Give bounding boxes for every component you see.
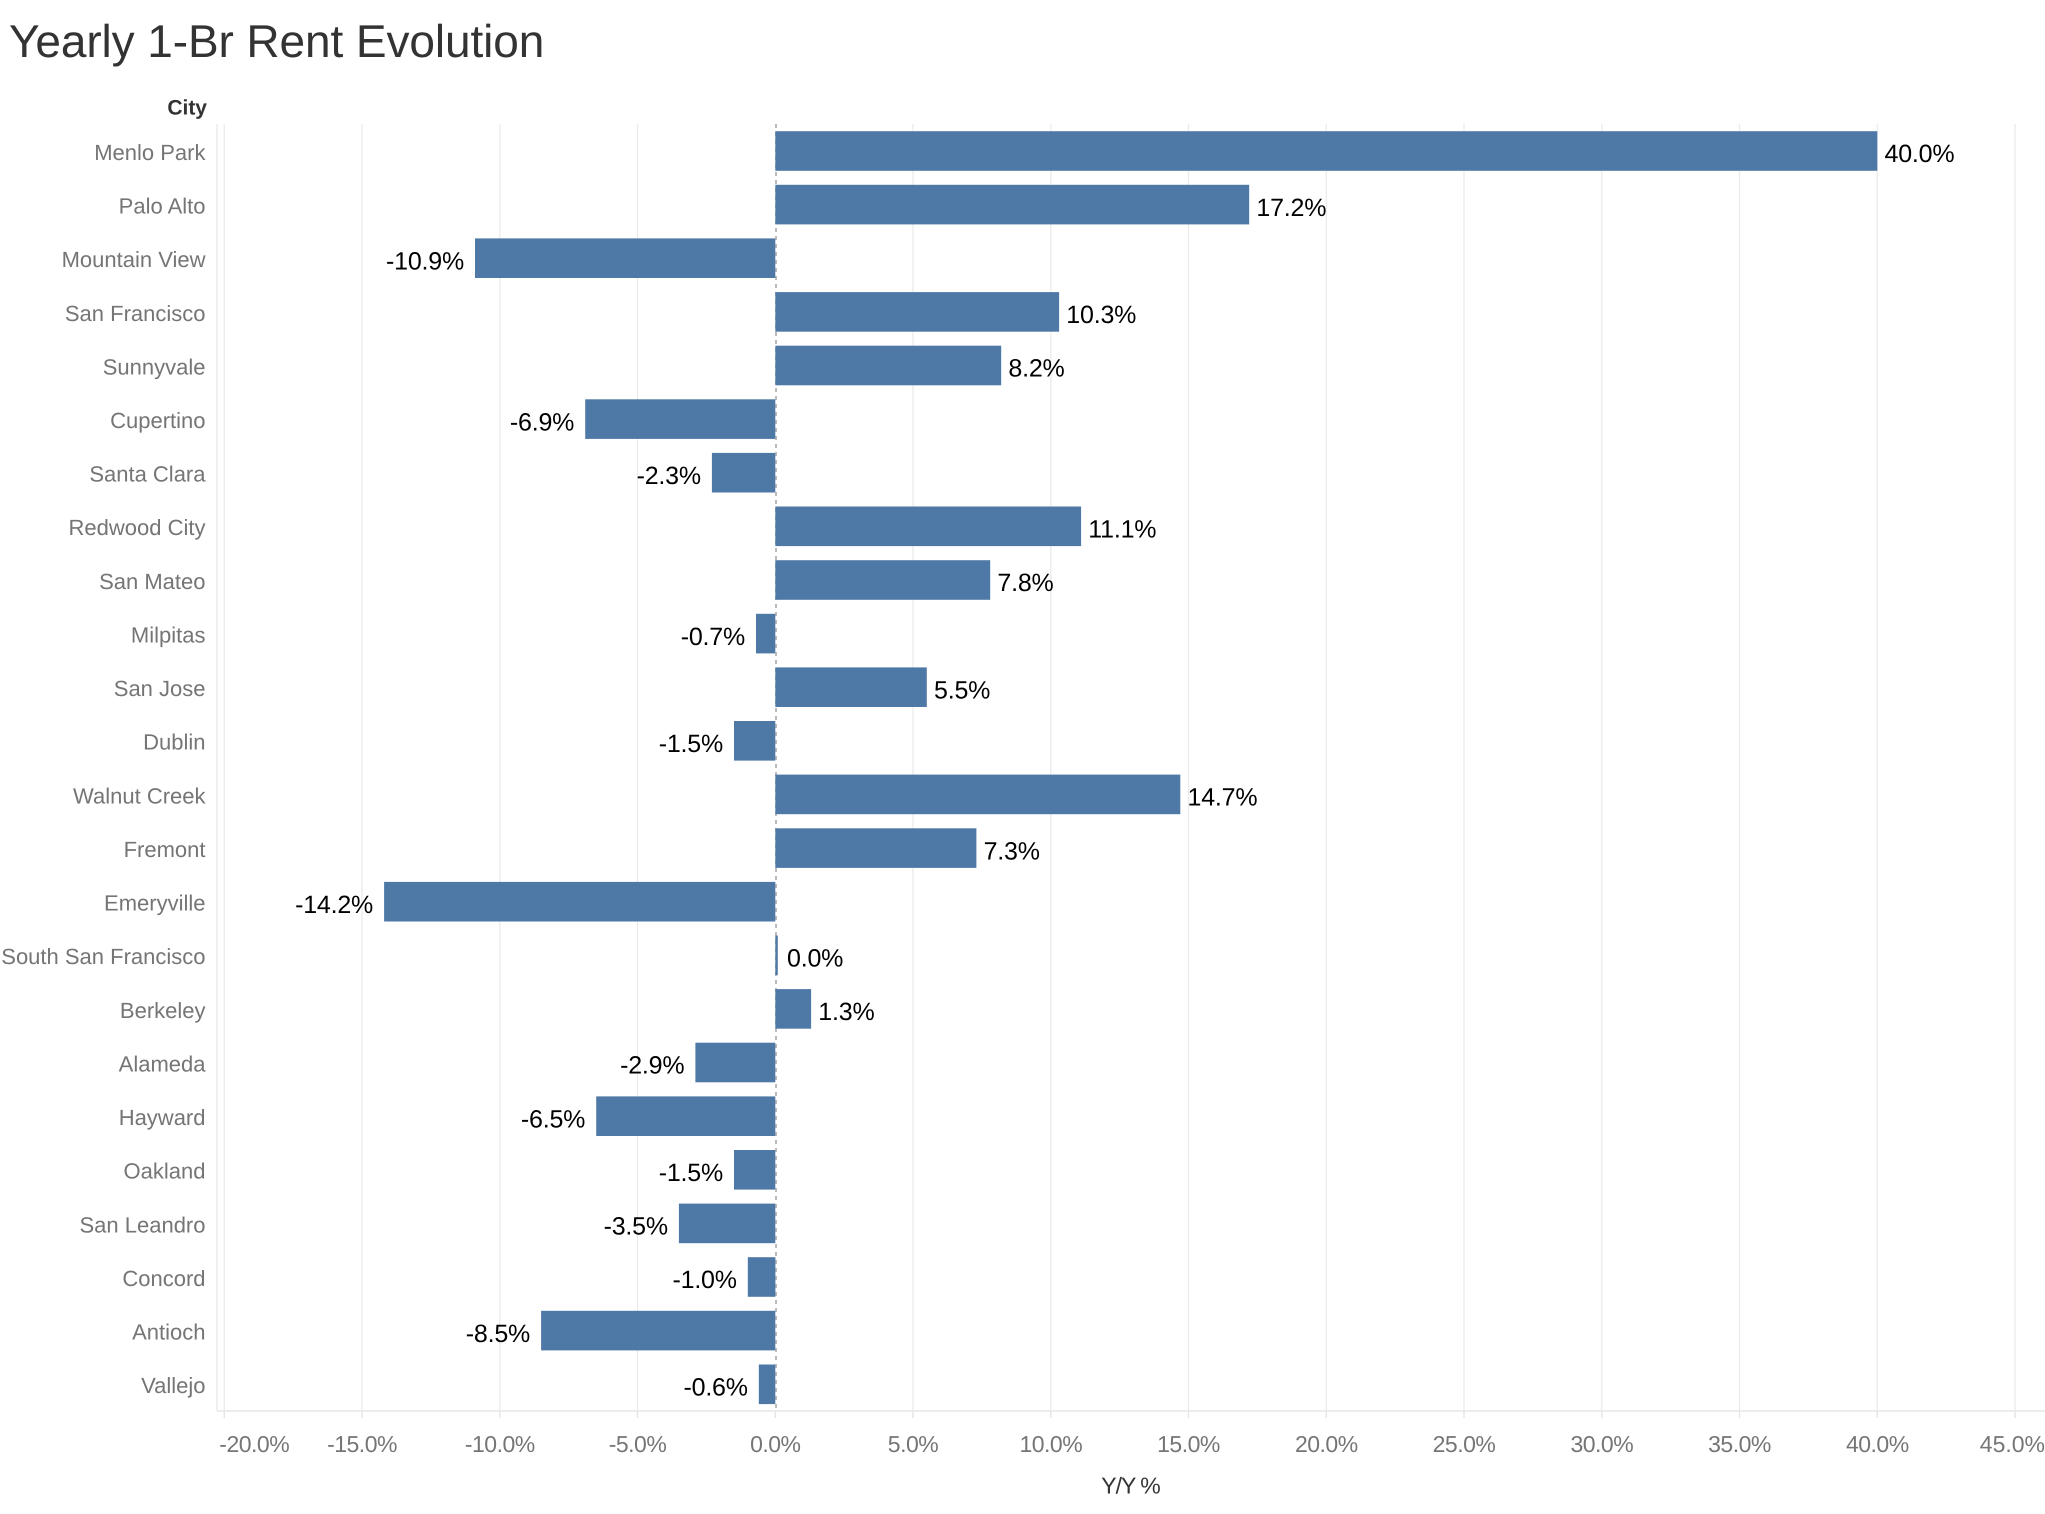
svg-text:20.0%: 20.0% xyxy=(1295,1431,1358,1457)
svg-text:San Francisco: San Francisco xyxy=(65,301,206,326)
svg-text:30.0%: 30.0% xyxy=(1570,1431,1633,1457)
svg-text:Yearly 1-Br Rent Evolution: Yearly 1-Br Rent Evolution xyxy=(9,15,544,67)
svg-text:5.0%: 5.0% xyxy=(888,1431,938,1457)
svg-text:-2.9%: -2.9% xyxy=(620,1052,684,1080)
svg-text:Milpitas: Milpitas xyxy=(131,623,206,648)
svg-text:-6.9%: -6.9% xyxy=(510,408,574,436)
svg-text:-15.0%: -15.0% xyxy=(327,1431,397,1457)
svg-text:7.8%: 7.8% xyxy=(997,569,1053,597)
svg-text:-0.7%: -0.7% xyxy=(681,623,745,651)
svg-text:Menlo Park: Menlo Park xyxy=(94,140,206,165)
svg-text:Hayward: Hayward xyxy=(119,1105,206,1130)
svg-text:10.0%: 10.0% xyxy=(1019,1431,1082,1457)
svg-text:Concord: Concord xyxy=(122,1266,205,1291)
svg-text:Walnut Creek: Walnut Creek xyxy=(73,783,206,808)
svg-text:City: City xyxy=(167,97,207,120)
svg-text:40.0%: 40.0% xyxy=(1885,140,1955,168)
svg-text:11.1%: 11.1% xyxy=(1088,516,1156,544)
svg-text:-1.5%: -1.5% xyxy=(659,1159,723,1187)
svg-text:San Jose: San Jose xyxy=(114,676,206,701)
svg-text:17.2%: 17.2% xyxy=(1256,194,1326,222)
svg-text:0.0%: 0.0% xyxy=(787,945,843,973)
svg-text:San Leandro: San Leandro xyxy=(80,1212,206,1237)
svg-text:Redwood City: Redwood City xyxy=(69,515,206,540)
svg-text:Palo Alto: Palo Alto xyxy=(119,194,206,219)
svg-text:-5.0%: -5.0% xyxy=(609,1431,667,1457)
svg-text:0.0%: 0.0% xyxy=(750,1431,800,1457)
svg-text:-1.5%: -1.5% xyxy=(659,730,723,758)
svg-text:Y/Y %: Y/Y % xyxy=(1101,1472,1160,1498)
svg-text:Fremont: Fremont xyxy=(124,837,206,862)
svg-text:San Mateo: San Mateo xyxy=(99,569,205,594)
svg-text:8.2%: 8.2% xyxy=(1008,355,1064,383)
svg-text:Mountain View: Mountain View xyxy=(62,247,206,272)
svg-text:Vallejo: Vallejo xyxy=(141,1373,205,1398)
svg-text:-10.9%: -10.9% xyxy=(386,247,464,275)
svg-text:10.3%: 10.3% xyxy=(1066,301,1136,329)
svg-text:South San Francisco: South San Francisco xyxy=(1,944,205,969)
svg-text:-1.0%: -1.0% xyxy=(672,1266,736,1294)
svg-text:-14.2%: -14.2% xyxy=(295,891,373,919)
svg-text:Alameda: Alameda xyxy=(119,1051,207,1076)
svg-text:40.0%: 40.0% xyxy=(1846,1431,1909,1457)
svg-text:-10.0%: -10.0% xyxy=(465,1431,535,1457)
svg-text:-8.5%: -8.5% xyxy=(466,1320,530,1348)
svg-text:45.0%: 45.0% xyxy=(1980,1431,2045,1457)
svg-text:-20.0%: -20.0% xyxy=(219,1431,289,1457)
svg-text:Emeryville: Emeryville xyxy=(104,891,205,916)
svg-text:14.7%: 14.7% xyxy=(1188,784,1258,812)
svg-text:Berkeley: Berkeley xyxy=(120,998,206,1023)
svg-text:Dublin: Dublin xyxy=(143,730,205,755)
svg-text:35.0%: 35.0% xyxy=(1708,1431,1771,1457)
svg-text:-2.3%: -2.3% xyxy=(637,462,701,490)
svg-text:-6.5%: -6.5% xyxy=(521,1105,585,1133)
svg-text:Oakland: Oakland xyxy=(124,1159,206,1184)
svg-text:25.0%: 25.0% xyxy=(1433,1431,1496,1457)
svg-text:Cupertino: Cupertino xyxy=(110,408,205,433)
svg-text:-0.6%: -0.6% xyxy=(683,1374,747,1402)
svg-text:Sunnyvale: Sunnyvale xyxy=(103,354,206,379)
svg-text:5.5%: 5.5% xyxy=(934,676,990,704)
svg-text:Santa Clara: Santa Clara xyxy=(89,462,206,487)
svg-text:-3.5%: -3.5% xyxy=(604,1213,668,1241)
svg-text:7.3%: 7.3% xyxy=(984,837,1040,865)
svg-text:1.3%: 1.3% xyxy=(818,998,874,1026)
svg-text:15.0%: 15.0% xyxy=(1157,1431,1220,1457)
svg-text:Antioch: Antioch xyxy=(132,1320,205,1345)
